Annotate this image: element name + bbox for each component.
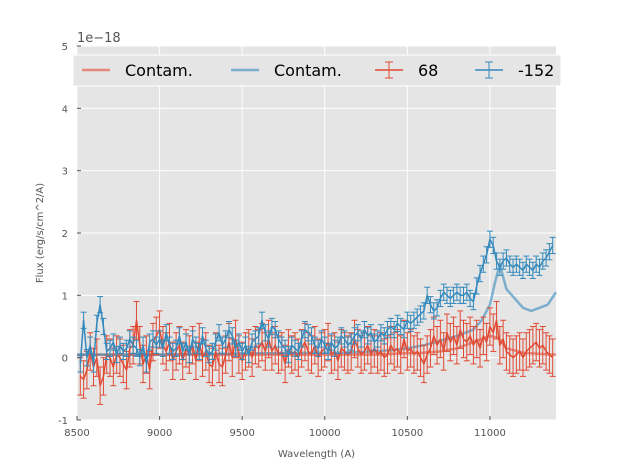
series-lines [77,230,556,405]
x-tick-label: 9500 [229,428,254,439]
x-tick-label: 10000 [309,428,341,439]
y-axis-label: Flux (erg/s/cm^2/A) [35,183,46,283]
series-group [77,230,556,373]
legend-label: Contam. [125,61,193,80]
x-tick-label: 8500 [64,428,89,439]
y-tick-label: 4 [62,104,68,115]
y-offset-label: 1e−18 [77,31,121,46]
series-line [79,238,554,365]
legend: Contam. Contam. 68 -152 [72,54,562,87]
y-tick-label: -1 [58,416,68,427]
legend-label: -152 [518,61,554,80]
contamination-line [77,262,558,356]
axis-ticks: 8500 9000 9500 10000 10500 11000 -1 0 1 2 3 4 5 [58,42,506,439]
x-tick-label: 10500 [391,428,423,439]
y-tick-label: 3 [62,167,68,178]
y-tick-label: 1 [62,291,68,302]
x-axis-label: Wavelength (A) [278,449,355,460]
legend-label: 68 [418,61,438,80]
legend-label: Contam. [274,61,342,80]
x-tick-label: 11000 [474,428,506,439]
y-tick-label: 0 [62,354,68,365]
y-tick-label: 5 [62,42,68,53]
x-tick-label: 9000 [147,428,172,439]
grid [76,45,556,421]
y-tick-label: 2 [62,229,68,240]
